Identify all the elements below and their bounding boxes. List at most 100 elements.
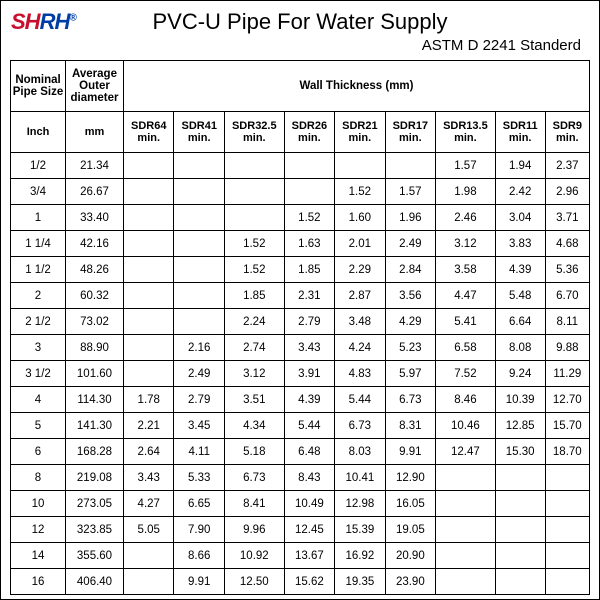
cell-value bbox=[385, 153, 435, 179]
col-sdr21: SDR21 min. bbox=[335, 112, 385, 153]
cell-inch: 3 1/2 bbox=[11, 361, 66, 387]
cell-value: 16.92 bbox=[335, 543, 385, 569]
cell-value: 12.85 bbox=[495, 413, 545, 439]
cell-value bbox=[545, 517, 589, 543]
table-row: 4114.301.782.793.514.395.446.738.4610.39… bbox=[11, 387, 590, 413]
cell-value: 8.08 bbox=[495, 335, 545, 361]
cell-value: 15.70 bbox=[545, 413, 589, 439]
cell-value: 6.64 bbox=[495, 309, 545, 335]
cell-value: 12.47 bbox=[436, 439, 496, 465]
cell-value bbox=[124, 231, 174, 257]
col-sdr9: SDR9 min. bbox=[545, 112, 589, 153]
cell-inch: 4 bbox=[11, 387, 66, 413]
cell-value: 9.88 bbox=[545, 335, 589, 361]
cell-value: 2.79 bbox=[284, 309, 334, 335]
cell-value bbox=[436, 543, 496, 569]
cell-value: 9.91 bbox=[385, 439, 435, 465]
cell-value: 6.65 bbox=[174, 491, 224, 517]
cell-value: 16.05 bbox=[385, 491, 435, 517]
table-row: 2 1/273.022.242.793.484.295.416.648.11 bbox=[11, 309, 590, 335]
cell-value bbox=[124, 257, 174, 283]
table-row: 16406.409.9112.5015.6219.3523.90 bbox=[11, 569, 590, 595]
cell-value: 6.48 bbox=[284, 439, 334, 465]
cell-value: 13.67 bbox=[284, 543, 334, 569]
cell-inch: 10 bbox=[11, 491, 66, 517]
cell-value bbox=[124, 205, 174, 231]
cell-value: 8.66 bbox=[174, 543, 224, 569]
cell-value bbox=[335, 153, 385, 179]
cell-value bbox=[495, 465, 545, 491]
cell-value bbox=[174, 179, 224, 205]
cell-mm: 219.08 bbox=[66, 465, 124, 491]
cell-value: 2.96 bbox=[545, 179, 589, 205]
col-avg-outer: Average Outer diameter bbox=[66, 61, 124, 112]
cell-value: 3.51 bbox=[224, 387, 284, 413]
cell-value: 6.73 bbox=[335, 413, 385, 439]
cell-value: 4.24 bbox=[335, 335, 385, 361]
cell-inch: 16 bbox=[11, 569, 66, 595]
cell-value: 2.49 bbox=[385, 231, 435, 257]
col-sdr41: SDR41 min. bbox=[174, 112, 224, 153]
col-sdr32: SDR32.5 min. bbox=[224, 112, 284, 153]
cell-value: 6.73 bbox=[385, 387, 435, 413]
cell-value: 7.90 bbox=[174, 517, 224, 543]
cell-value bbox=[174, 283, 224, 309]
cell-mm: 141.30 bbox=[66, 413, 124, 439]
cell-value bbox=[174, 257, 224, 283]
cell-value: 4.27 bbox=[124, 491, 174, 517]
table-row: 6168.282.644.115.186.488.039.9112.4715.3… bbox=[11, 439, 590, 465]
cell-value: 11.29 bbox=[545, 361, 589, 387]
cell-value bbox=[224, 153, 284, 179]
cell-value: 5.48 bbox=[495, 283, 545, 309]
cell-value: 15.62 bbox=[284, 569, 334, 595]
col-wall: Wall Thickness (mm) bbox=[124, 61, 590, 112]
cell-value: 1.52 bbox=[284, 205, 334, 231]
col-sdr64: SDR64 min. bbox=[124, 112, 174, 153]
cell-value: 1.63 bbox=[284, 231, 334, 257]
cell-value: 4.11 bbox=[174, 439, 224, 465]
cell-mm: 60.32 bbox=[66, 283, 124, 309]
cell-inch: 6 bbox=[11, 439, 66, 465]
cell-value: 6.70 bbox=[545, 283, 589, 309]
cell-mm: 88.90 bbox=[66, 335, 124, 361]
cell-value: 6.73 bbox=[224, 465, 284, 491]
cell-value bbox=[545, 543, 589, 569]
standard-label: ASTM D 2241 Standerd bbox=[1, 37, 581, 54]
cell-mm: 168.28 bbox=[66, 439, 124, 465]
cell-value: 3.83 bbox=[495, 231, 545, 257]
cell-value: 10.46 bbox=[436, 413, 496, 439]
cell-value: 1.94 bbox=[495, 153, 545, 179]
col-sdr13: SDR13.5 min. bbox=[436, 112, 496, 153]
cell-value bbox=[495, 543, 545, 569]
cell-value bbox=[174, 205, 224, 231]
cell-value: 4.47 bbox=[436, 283, 496, 309]
cell-value: 3.43 bbox=[124, 465, 174, 491]
cell-value: 9.24 bbox=[495, 361, 545, 387]
table-row: 1/221.341.571.942.37 bbox=[11, 153, 590, 179]
cell-value: 8.43 bbox=[284, 465, 334, 491]
cell-value bbox=[124, 283, 174, 309]
cell-value: 9.96 bbox=[224, 517, 284, 543]
cell-inch: 2 1/2 bbox=[11, 309, 66, 335]
page-title: PVC-U Pipe For Water Supply bbox=[1, 9, 599, 35]
table-row: 5141.302.213.454.345.446.738.3110.4612.8… bbox=[11, 413, 590, 439]
cell-mm: 26.67 bbox=[66, 179, 124, 205]
cell-value: 23.90 bbox=[385, 569, 435, 595]
cell-value: 9.91 bbox=[174, 569, 224, 595]
cell-value: 4.68 bbox=[545, 231, 589, 257]
cell-value: 1.98 bbox=[436, 179, 496, 205]
cell-value: 4.29 bbox=[385, 309, 435, 335]
cell-value: 2.31 bbox=[284, 283, 334, 309]
cell-inch: 14 bbox=[11, 543, 66, 569]
cell-inch: 12 bbox=[11, 517, 66, 543]
cell-mm: 323.85 bbox=[66, 517, 124, 543]
cell-value: 3.45 bbox=[174, 413, 224, 439]
cell-value: 20.90 bbox=[385, 543, 435, 569]
cell-value bbox=[436, 465, 496, 491]
cell-value bbox=[495, 517, 545, 543]
cell-inch: 1 1/4 bbox=[11, 231, 66, 257]
cell-value bbox=[224, 205, 284, 231]
cell-value: 5.97 bbox=[385, 361, 435, 387]
cell-value bbox=[284, 153, 334, 179]
cell-mm: 42.16 bbox=[66, 231, 124, 257]
